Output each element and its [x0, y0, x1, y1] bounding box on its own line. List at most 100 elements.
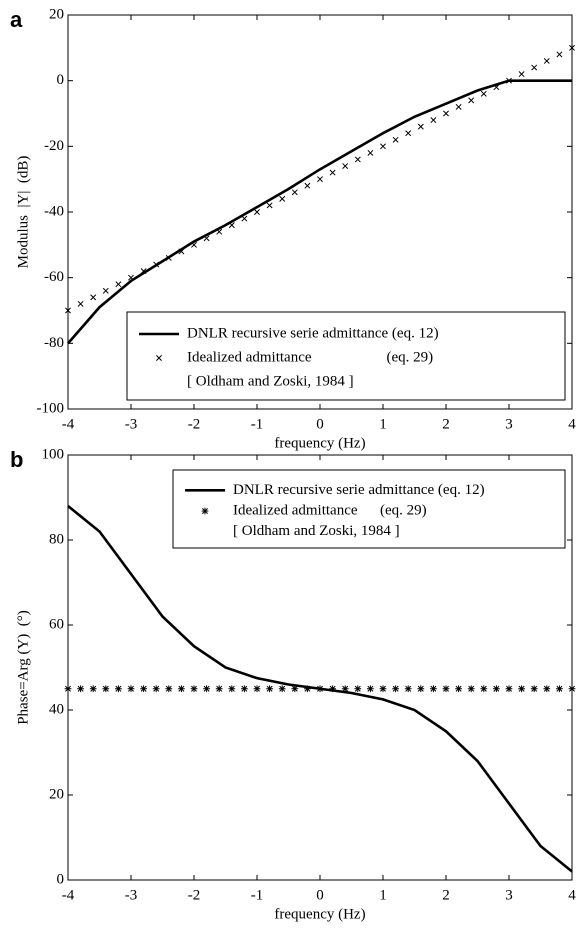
marker [493, 685, 500, 693]
marker [128, 274, 134, 281]
legend-note: [ Oldham and Zoski, 1984 ] [233, 523, 400, 539]
series-line [67, 79, 572, 345]
x-tick-label: 1 [379, 416, 387, 432]
marker [543, 685, 551, 693]
marker [165, 685, 173, 693]
x-tick-label: 2 [442, 416, 450, 432]
x-tick-label: 3 [505, 887, 513, 903]
marker [518, 71, 525, 78]
marker [178, 685, 185, 693]
marker [153, 261, 160, 268]
x-tick-label: 2 [442, 887, 450, 903]
marker [329, 169, 336, 176]
marker [556, 685, 563, 693]
legend-box [172, 469, 566, 549]
marker [506, 77, 512, 84]
marker [417, 685, 425, 693]
y-tick-label: 80 [49, 531, 64, 547]
marker [405, 130, 412, 137]
marker [228, 685, 236, 693]
marker [278, 685, 286, 693]
marker [316, 685, 324, 693]
y-tick-label: 20 [49, 6, 64, 22]
x-tick-label: 1 [379, 887, 387, 903]
marker [266, 202, 273, 209]
y-tick-label: -40 [44, 203, 64, 219]
marker [115, 281, 122, 288]
x-axis-label: frequency (Hz) [274, 906, 365, 922]
legend-marker [156, 355, 162, 361]
marker [140, 268, 147, 275]
legend-label: DNLR recursive serie admittance (eq. 12) [233, 482, 485, 498]
y-tick-label: 60 [49, 616, 64, 632]
marker [77, 300, 84, 307]
marker [367, 685, 374, 693]
marker [152, 685, 160, 693]
marker [178, 248, 185, 255]
x-tick-label: -4 [62, 416, 75, 432]
marker [77, 685, 84, 693]
marker [354, 685, 362, 693]
marker [468, 97, 475, 104]
marker [392, 685, 399, 693]
marker [417, 123, 424, 130]
marker [228, 222, 235, 229]
legend-label: DNLR recursive serie admittance (eq. 12) [187, 325, 439, 341]
x-tick-label: -3 [125, 887, 138, 903]
marker [404, 685, 412, 693]
marker [191, 241, 197, 248]
marker [165, 255, 172, 261]
marker [127, 685, 135, 693]
y-tick-label: -20 [44, 138, 64, 154]
marker [317, 176, 323, 183]
marker [556, 51, 563, 58]
marker [203, 235, 210, 242]
y-axis-label: Phase=Arg (Y) (°) [15, 610, 31, 725]
y-tick-label: -100 [37, 400, 65, 416]
marker [392, 136, 399, 143]
marker [531, 64, 538, 71]
marker [530, 685, 538, 693]
legend-box [126, 311, 566, 401]
x-tick-label: -2 [188, 416, 201, 432]
marker [443, 110, 449, 117]
x-tick-label: 4 [568, 887, 576, 903]
marker [505, 685, 513, 693]
marker [254, 209, 260, 215]
marker [291, 189, 298, 196]
marker [329, 685, 336, 693]
marker [140, 685, 147, 693]
marker [190, 685, 198, 693]
marker [367, 149, 374, 156]
marker [266, 685, 273, 693]
y-tick-label: -80 [44, 335, 64, 351]
y-tick-label: -60 [44, 269, 64, 285]
marker [216, 228, 223, 235]
marker [102, 287, 109, 294]
marker [241, 215, 248, 222]
marker [455, 685, 462, 693]
x-tick-label: 4 [568, 416, 576, 432]
marker [480, 90, 487, 97]
marker [341, 685, 349, 693]
marker [115, 685, 122, 693]
marker [90, 294, 97, 301]
marker [467, 685, 475, 693]
x-tick-label: -1 [251, 887, 264, 903]
marker [455, 103, 462, 110]
marker [241, 685, 248, 693]
panel-label: a [10, 7, 23, 32]
y-tick-label: 0 [57, 72, 65, 88]
legend-marker [201, 507, 209, 515]
y-tick-label: 40 [49, 701, 64, 717]
marker [430, 117, 437, 124]
x-tick-label: 0 [316, 416, 324, 432]
marker [89, 685, 97, 693]
x-tick-label: 3 [505, 416, 513, 432]
marker [304, 182, 311, 189]
marker [430, 685, 437, 693]
marker [279, 195, 286, 202]
marker [291, 685, 299, 693]
y-tick-label: 100 [42, 446, 65, 462]
